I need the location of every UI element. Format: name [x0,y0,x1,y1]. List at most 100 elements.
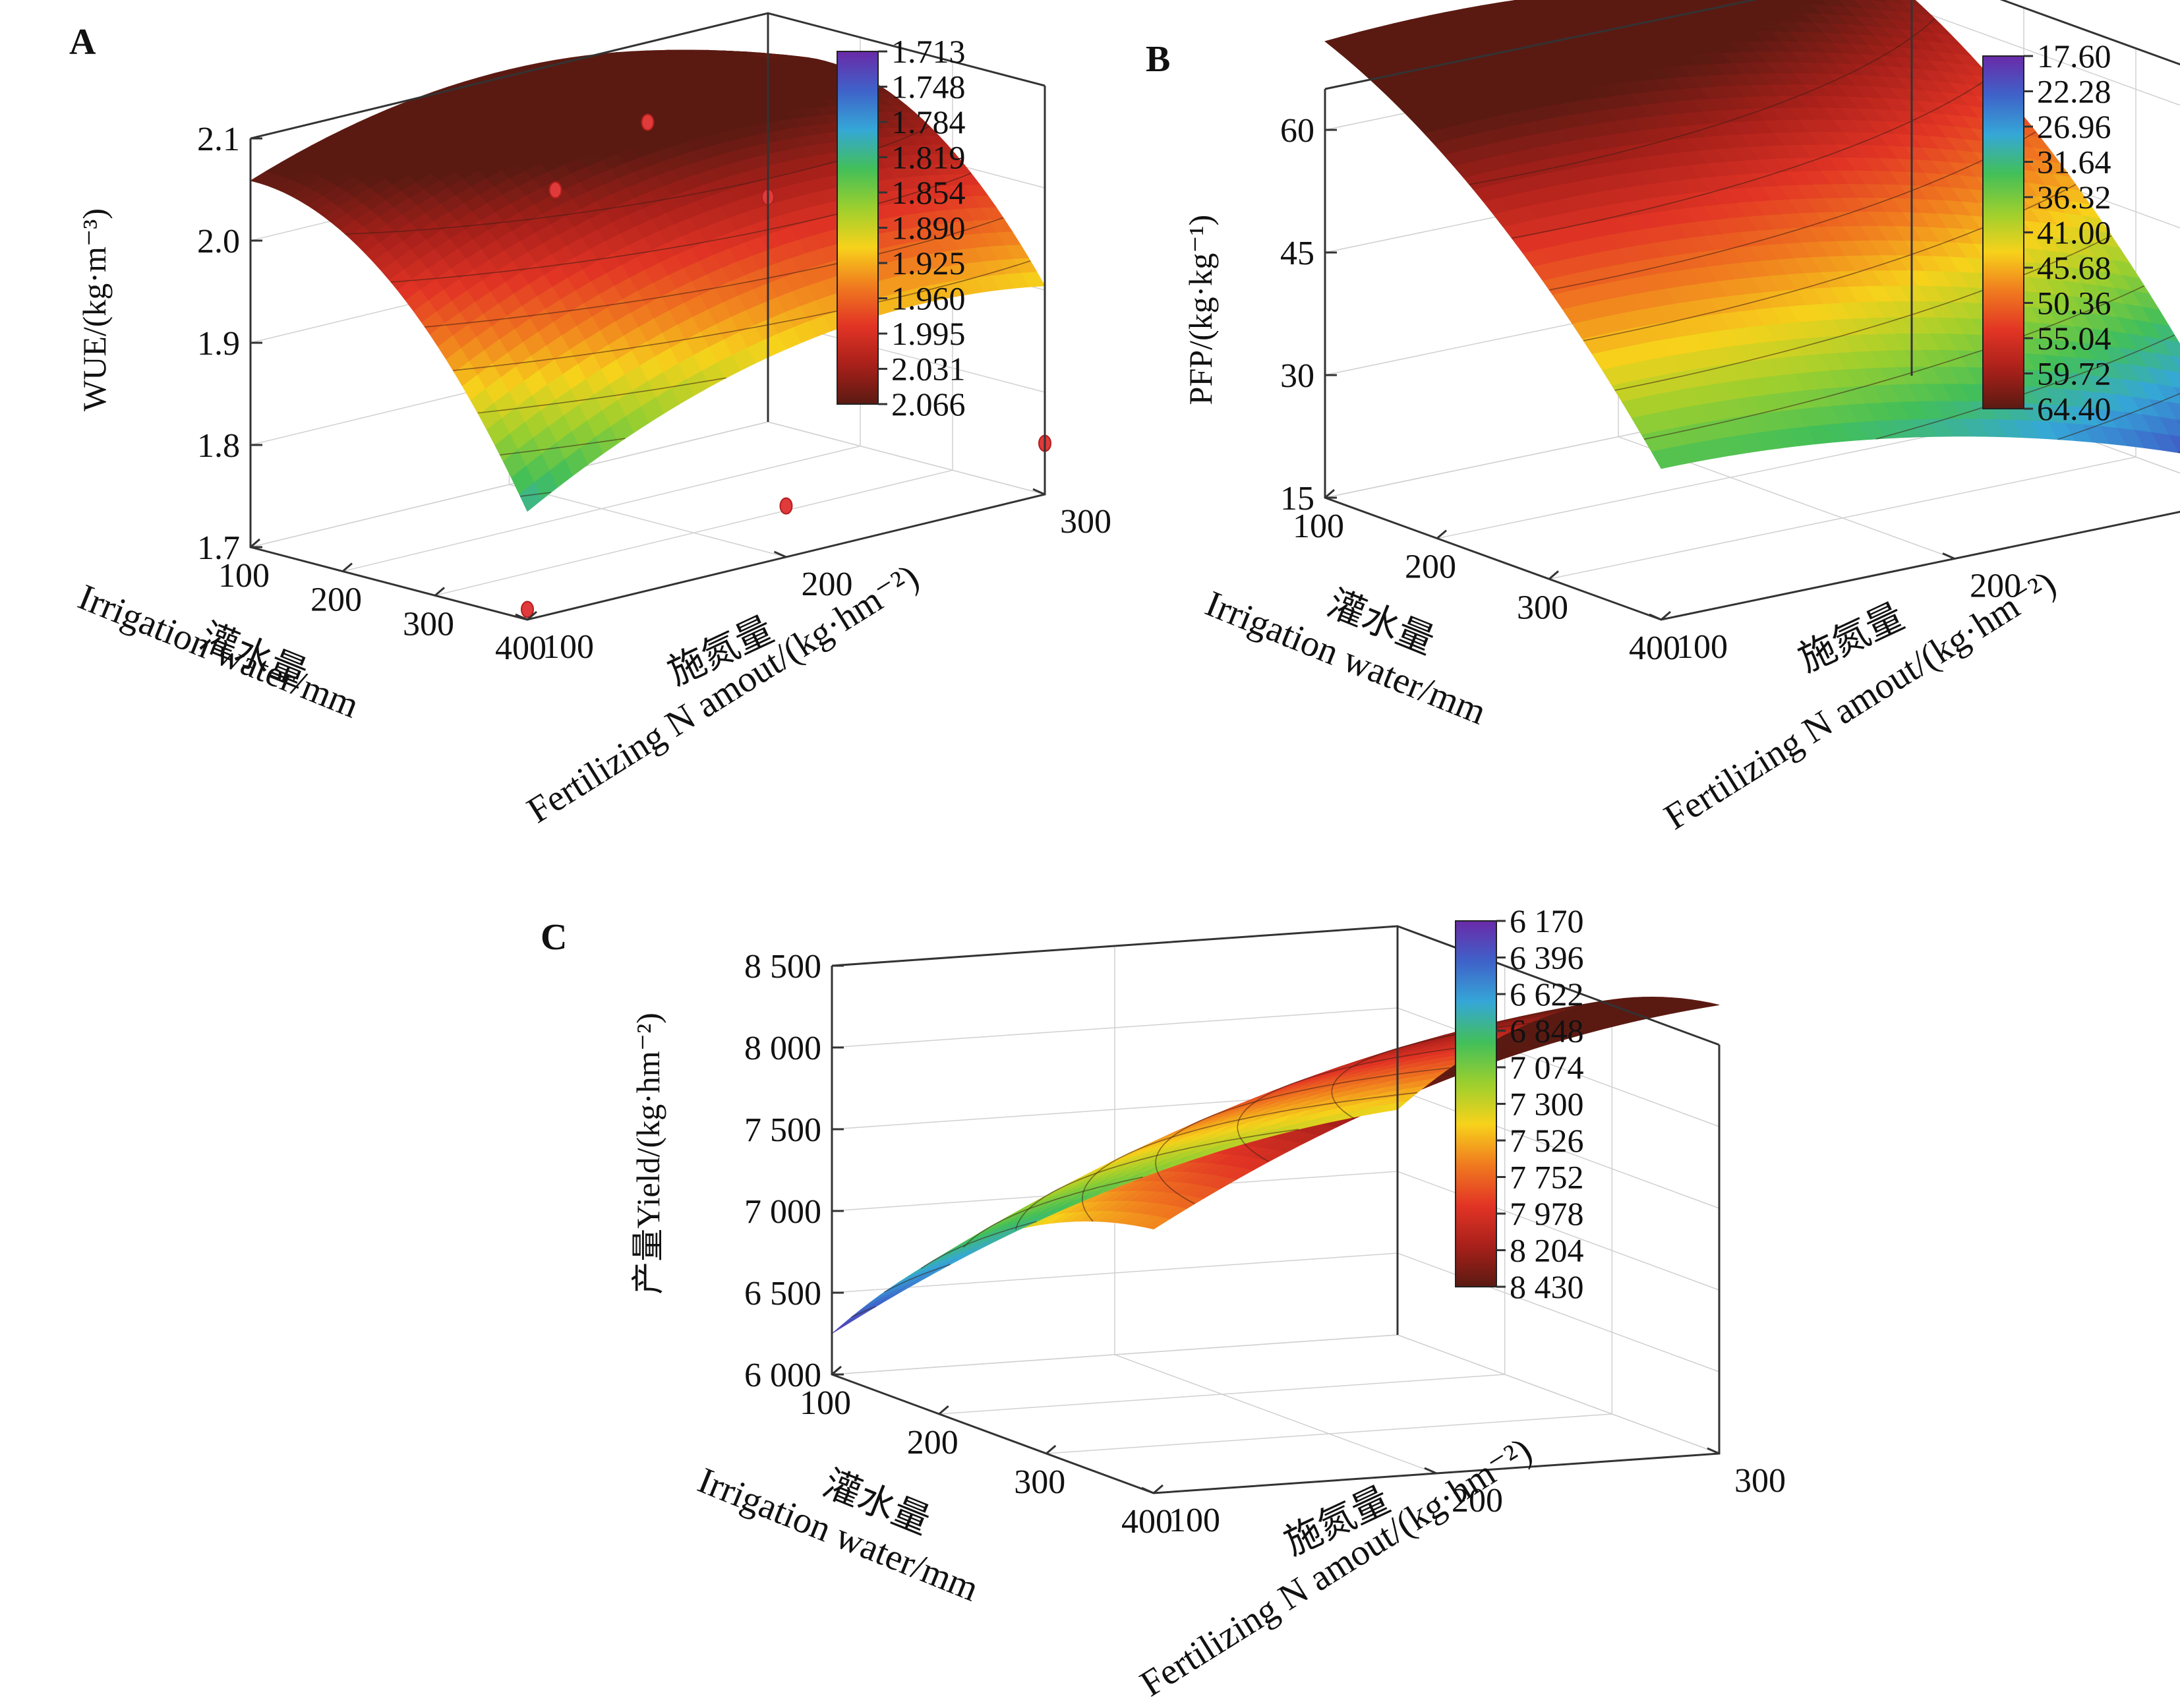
contour-segment [672,383,690,388]
contour-segment [534,358,555,362]
z-tick-label: 60 [1280,112,1314,150]
response-surface [249,49,1046,512]
contour-segment [610,206,622,209]
contour-segment [634,251,648,254]
contour-segment [487,365,495,368]
grid-line [831,1171,1720,1291]
contour-segment [755,323,773,328]
contour-segment [936,237,941,239]
contour-segment [820,214,836,219]
contour-segment [616,253,635,258]
contour-segment [419,227,441,231]
contour-segment [585,398,597,400]
contour-segment [658,296,662,299]
x-tick-label: 100 [218,557,270,595]
contour-segment [444,225,463,229]
contour-segment [663,197,675,200]
contour-segment [1331,1086,1334,1090]
contour-segment [603,208,611,210]
contour-segment [692,191,709,195]
contour-segment [773,173,789,178]
z-tick-label: 6 500 [744,1275,821,1312]
contour-segment [1096,1171,1099,1173]
contour-segment [749,278,767,283]
contour-segment [806,313,823,318]
colorbar-label: 8 204 [1510,1232,1584,1269]
contour-segment [732,281,750,285]
contour-segment [612,347,631,351]
x-tick-label: 200 [310,581,362,619]
colorbar-label: 45.68 [2037,249,2111,286]
contour-segment [705,238,723,243]
contour-segment [921,186,935,192]
y-axis-label-en: Fertilizing N amout/(kg·hm⁻²) [520,556,926,831]
contour-segment [927,125,930,129]
contour-segment [990,218,999,223]
colorbar-label: 7 978 [1510,1195,1584,1232]
panel-label: A [69,22,96,63]
z-tick-label: 2.0 [197,223,240,260]
colorbar-label: 31.64 [2037,144,2111,181]
contour-segment [815,264,832,269]
contour-segment [601,256,616,260]
contour-segment [598,439,618,443]
y-tick-mark [1707,1447,1720,1455]
colorbar-label: 41.00 [2037,214,2111,251]
colorbar-label: 1.819 [891,139,966,176]
contour-segment [740,231,757,236]
contour-segment [670,244,689,249]
contour-segment [1442,1049,1445,1051]
y-tick-mark [1942,552,1955,560]
colorbar-label: 1.713 [891,33,966,70]
z-tick-label: 2.1 [197,121,240,158]
contour-segment [881,144,886,148]
contour-segment [493,271,500,274]
colorbar-label: 1.784 [891,103,966,140]
surface-patch [831,1314,858,1334]
z-tick-label: 8 000 [744,1030,821,1067]
design-point-marker [548,181,562,199]
contour-segment [557,400,577,404]
contour-segment [568,310,572,312]
contour-segment [917,288,933,293]
contour-segment [999,217,1004,220]
contour-segment [1902,316,1905,318]
contour-segment [715,284,733,289]
x-tick-label: 100 [1293,508,1344,545]
contour-segment [463,274,479,277]
contour-segment [958,173,970,179]
contour-segment [441,324,447,326]
contour-segment [789,316,807,322]
contour-segment [525,266,540,270]
contour-segment [501,318,509,320]
contour-segment [907,242,923,247]
contour-segment [525,218,533,221]
colorbar-label: 7 752 [1510,1159,1584,1196]
z-tick-label: 1.7 [197,529,240,567]
contour-segment [931,284,947,290]
colorbar-gradient [837,51,879,405]
contour-segment [744,326,756,330]
contour-segment [897,135,909,142]
contour-segment [1025,1210,1028,1212]
contour-segment [535,312,549,316]
colorbar-label: 6 622 [1510,976,1584,1013]
contour-segment [756,228,773,233]
colorbar-label: 6 848 [1510,1013,1584,1049]
contour-segment [561,261,579,265]
contour-segment [612,302,626,305]
contour-segment [738,328,746,331]
contour-segment [958,1246,962,1249]
contour-segment [823,311,835,315]
contour-segment [413,278,436,281]
contour-segment [788,221,805,226]
contour-segment [799,268,816,272]
contour-segment [1013,1214,1015,1216]
colorbar-label: 7 526 [1510,1122,1584,1159]
colorbar-label: 7 074 [1510,1049,1584,1086]
contour-segment [970,173,972,175]
contour-segment [577,399,586,401]
contour-segment [741,181,754,185]
